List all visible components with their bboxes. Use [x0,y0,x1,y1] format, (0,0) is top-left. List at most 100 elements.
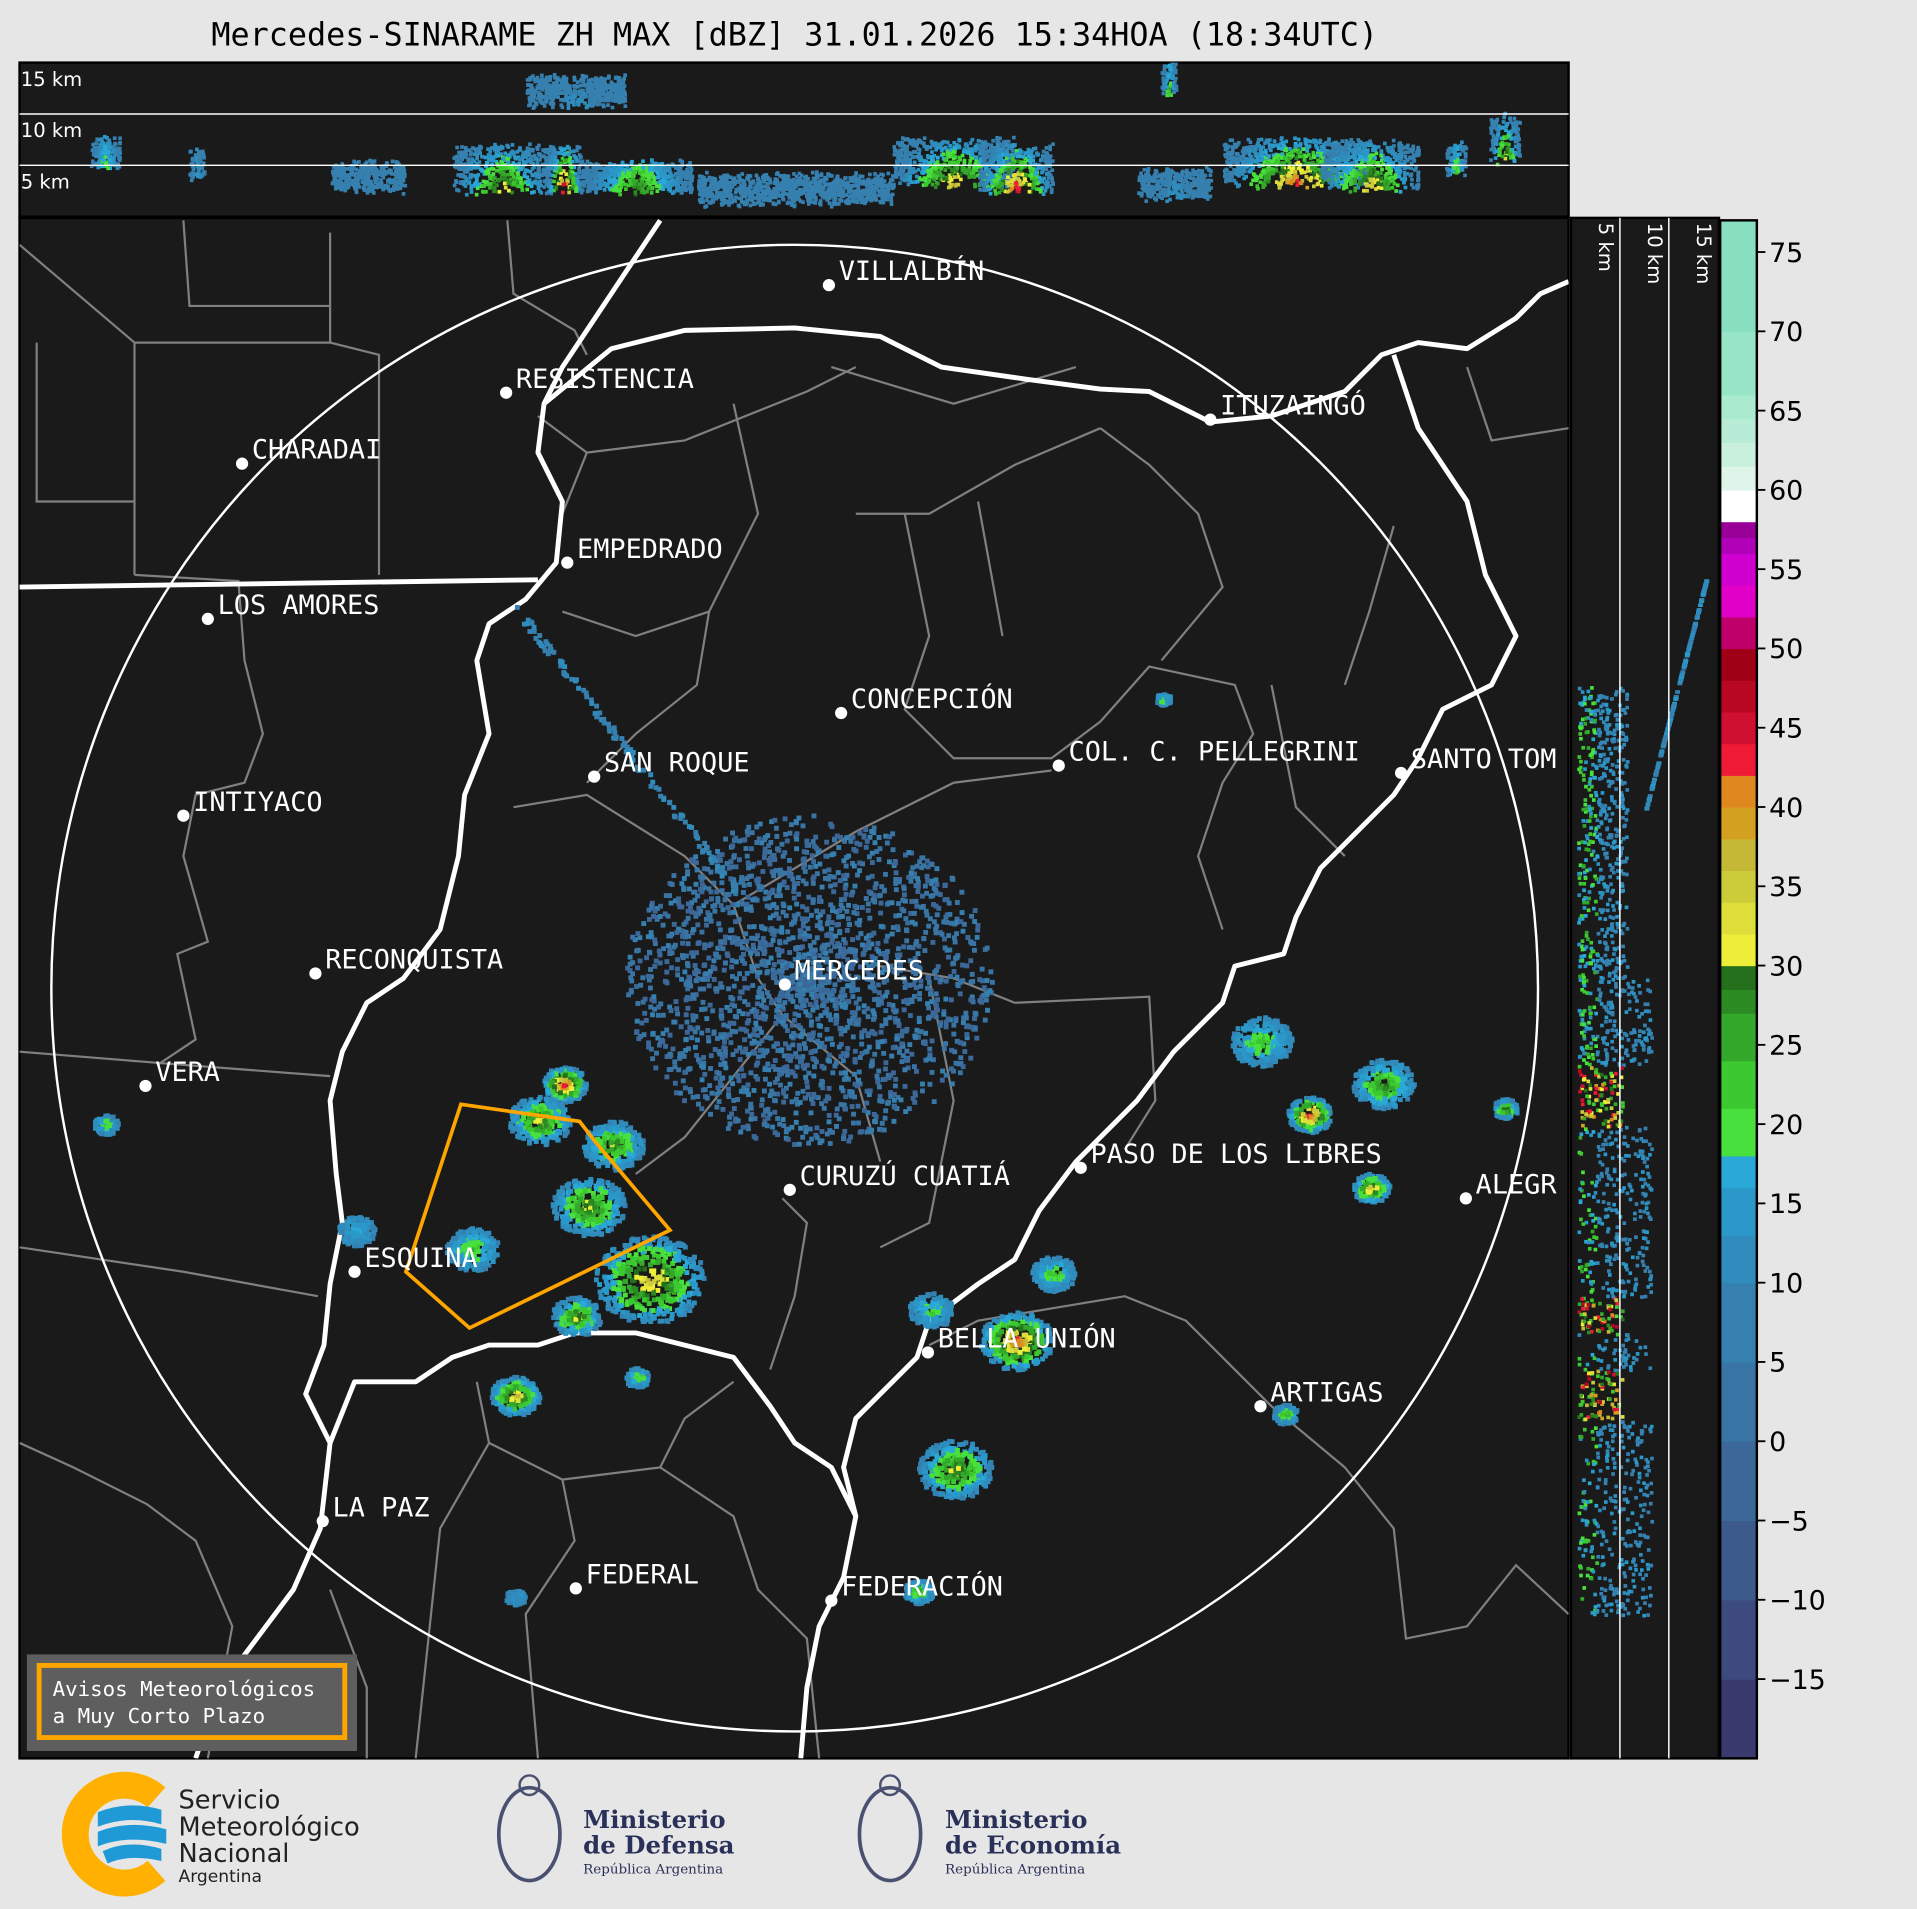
city-label: RESISTENCIA [516,364,694,395]
colorbar-tick-label: −5 [1769,1506,1809,1537]
height-label-15km: 15 km [21,68,82,91]
city-markers: VILLALBÍN RESISTENCIA CHARADAI EMPEDRADO LOS… [139,255,1558,1607]
city-marker[interactable]: CHARADAI [235,435,381,470]
radar-range-ring [50,243,1540,1733]
colorbar-band [1720,616,1757,650]
city-marker[interactable]: LA PAZ [316,1492,430,1528]
city-marker[interactable]: LOS AMORES [201,590,380,626]
city-label: CURUZÚ CUATIÁ [800,1160,1010,1192]
city-dot-icon [316,1515,329,1528]
city-dot-icon [1204,413,1217,426]
city-label: VERA [155,1057,220,1088]
city-marker[interactable]: SAN ROQUE [588,748,750,783]
colorbar-band [1720,1441,1757,1522]
colorbar-band [1720,711,1757,745]
city-label: INTIYACO [193,787,322,818]
international-borders [19,218,1569,1759]
coat-of-arms-icon [857,1785,923,1883]
colorbar-tick-label: 50 [1769,634,1803,665]
city-marker[interactable]: RESISTENCIA [500,364,694,399]
colorbar-band [1720,1361,1757,1442]
colorbar-band [1720,1013,1757,1062]
city-dot-icon [177,809,190,822]
city-marker[interactable]: BELLA UNIÓN [921,1323,1116,1359]
city-marker[interactable]: CURUZÚ CUATIÁ [783,1160,1010,1196]
city-marker[interactable]: RECONQUISTA [309,945,503,980]
city-label: MERCEDES [795,956,924,987]
city-dot-icon [139,1079,152,1093]
economia-line2: de Economía [945,1831,1121,1860]
colorbar-band [1720,1520,1757,1601]
city-label: RECONQUISTA [325,945,503,976]
city-label: PASO DE LOS LIBRES [1091,1139,1382,1170]
defensa-line3: República Argentina [583,1862,723,1877]
colorbar-band [1720,553,1757,586]
city-label: FEDERACIÓN [841,1571,1003,1603]
colorbar-band [1720,1679,1757,1759]
city-marker[interactable]: ITUZAINGÓ [1204,390,1366,426]
colorbar-band [1720,442,1757,467]
city-marker[interactable]: SANTO TOM [1394,744,1557,780]
economia-line3: República Argentina [945,1862,1085,1877]
city-marker[interactable]: EMPEDRADO [561,534,723,569]
colorbar-tick-label: 60 [1769,476,1803,507]
smn-logo-line3: Nacional [178,1839,289,1869]
colorbar-band [1720,902,1757,935]
warning-legend-box[interactable]: Avisos Meteorológicos a Muy Corto Plazo [26,1654,357,1752]
ministerio-economia-logo: Ministerio de Economía República Argenti… [857,1774,1121,1883]
city-dot-icon [588,770,601,783]
city-dot-icon [561,556,574,569]
colorbar-band [1720,1282,1757,1363]
colorbar-tick-label: 70 [1769,317,1803,348]
colorbar-tick-label: −15 [1769,1665,1826,1696]
colorbar-band [1720,648,1757,681]
colorbar-tick-label: 5 [1769,1348,1786,1379]
city-marker[interactable]: INTIYACO [177,787,323,822]
city-dot-icon [822,279,836,292]
city-marker[interactable]: VILLALBÍN [822,255,985,292]
city-marker[interactable]: ALEGR [1459,1170,1558,1205]
city-dot-icon [921,1346,935,1359]
city-marker[interactable]: FEDERACIÓN [825,1571,1003,1607]
colorbar-band [1720,870,1757,903]
colorbar-band [1720,838,1757,872]
city-marker[interactable]: VERA [139,1057,220,1093]
height-label-10km: 10 km [21,119,82,142]
city-dot-icon [1394,766,1408,780]
colorbar-tick-label: 20 [1769,1110,1803,1141]
city-dot-icon [201,612,214,626]
city-marker[interactable]: ESQUINA [348,1243,478,1278]
city-marker[interactable]: ARTIGAS [1254,1377,1384,1413]
radar-map[interactable]: VILLALBÍN RESISTENCIA CHARADAI EMPEDRADO LOS… [18,216,1570,1760]
colorbar-tick-label: 65 [1769,396,1803,427]
city-marker[interactable]: PASO DE LOS LIBRES [1074,1139,1382,1174]
city-label: FEDERAL [586,1560,699,1591]
coat-of-arms-icon [496,1785,562,1883]
city-dot-icon [778,978,792,991]
city-label: EMPEDRADO [577,534,723,565]
city-marker[interactable]: CONCEPCIÓN [835,683,1013,720]
colorbar-band [1720,807,1757,840]
colorbar-band [1720,521,1757,539]
warning-polygon[interactable] [403,1102,673,1331]
city-dot-icon [1254,1400,1267,1413]
city-marker[interactable]: COL. C. PELLEGRINI [1052,737,1360,772]
colorbar-band [1720,489,1757,523]
city-marker[interactable]: MERCEDES [778,956,924,991]
height-label-10km: 10 km [1643,223,1666,284]
colorbar-tick-label: 45 [1769,714,1803,745]
smn-logo-line2: Meteorológico [178,1812,359,1842]
city-label: BELLA UNIÓN [938,1323,1116,1355]
colorbar-band [1720,331,1757,396]
city-label: COL. C. PELLEGRINI [1069,737,1360,768]
city-dot-icon [500,386,513,399]
colorbar-band [1720,1599,1757,1680]
city-dot-icon [348,1265,361,1278]
city-dot-icon [835,706,848,720]
city-marker[interactable]: FEDERAL [569,1560,699,1595]
colorbar-band [1720,680,1757,713]
colorbar-band [1720,775,1757,808]
ministerio-defensa-logo: Ministerio de Defensa República Argentin… [496,1774,735,1883]
city-label: ESQUINA [364,1243,477,1274]
